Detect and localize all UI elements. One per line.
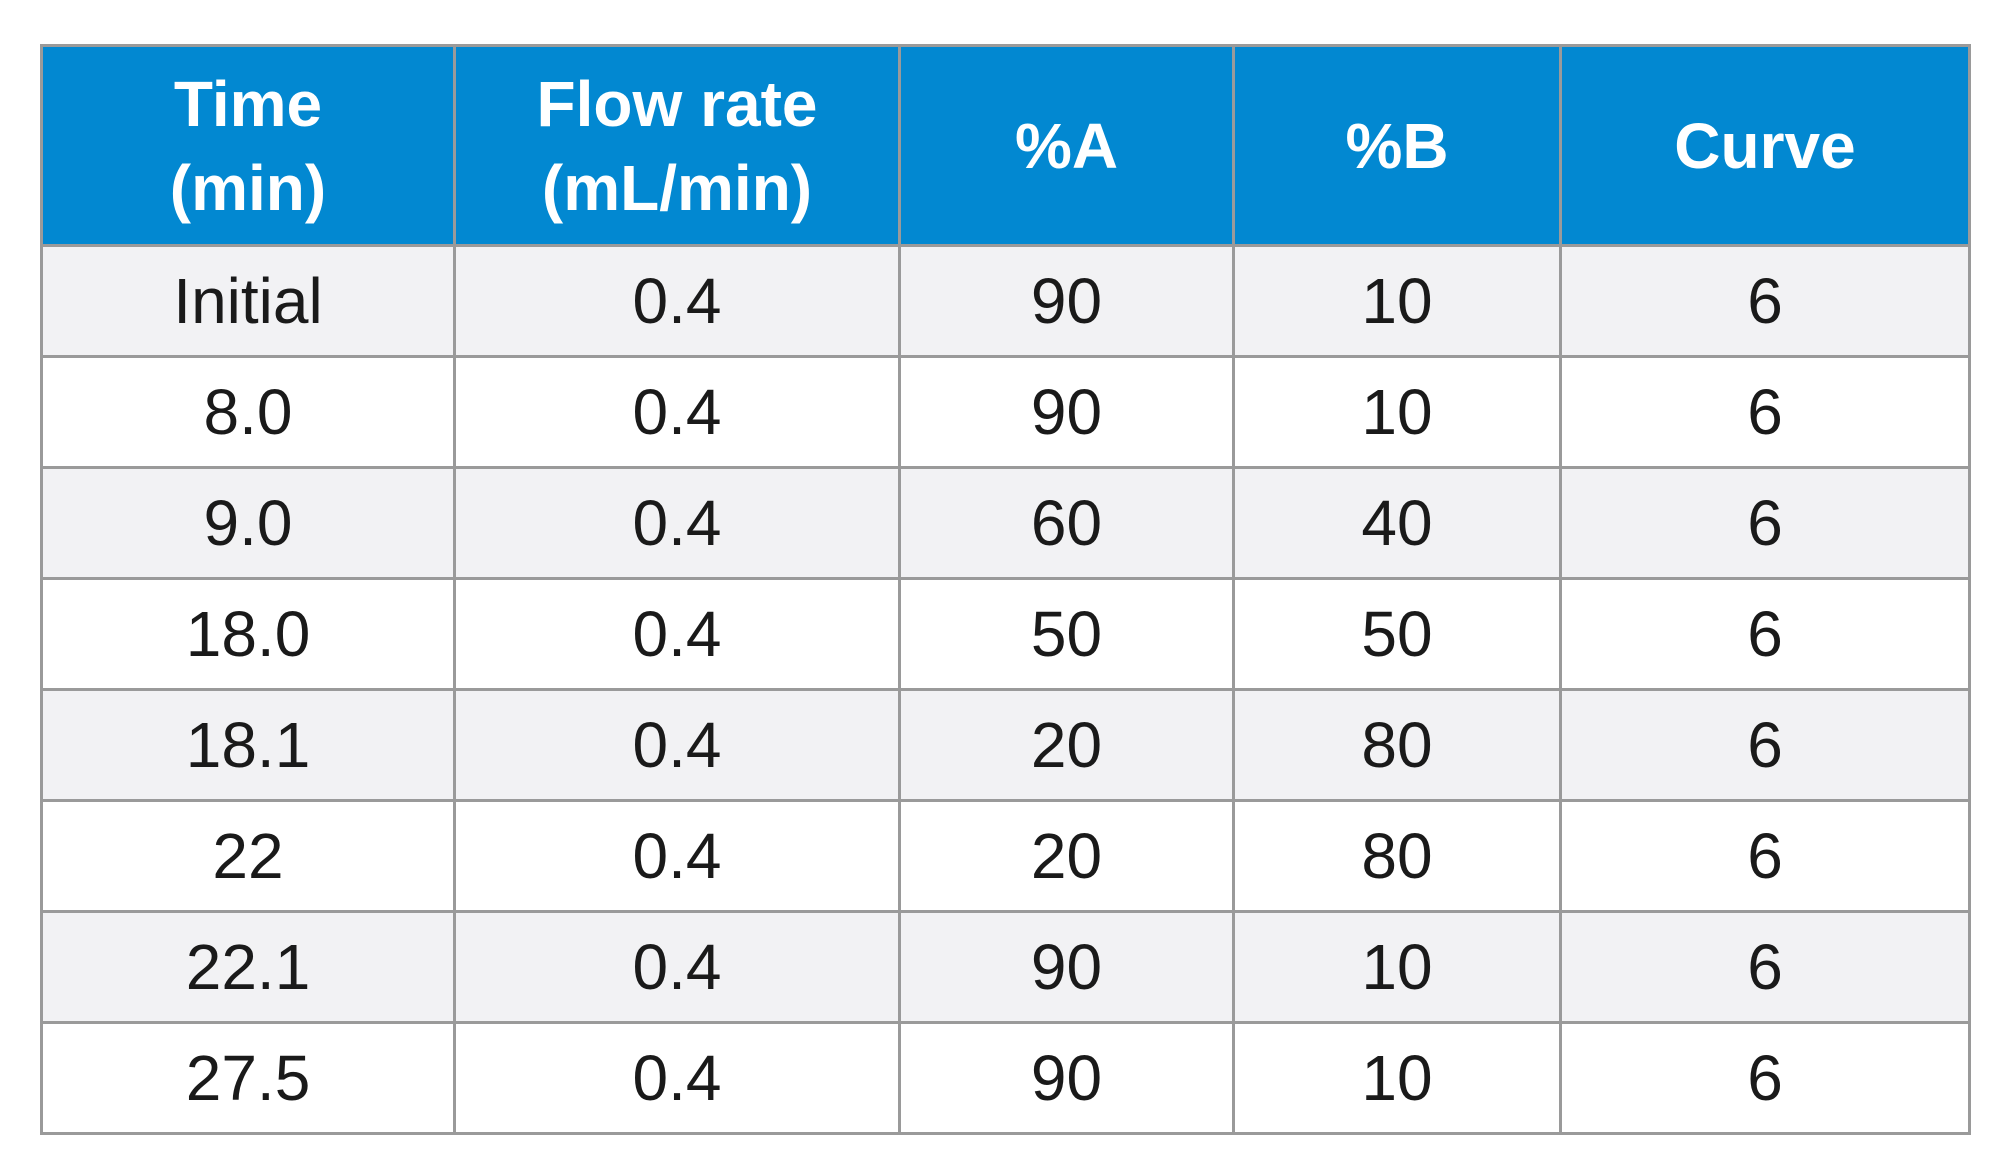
table-body: Initial 0.4 90 10 6 8.0 0.4 90 10 6 9.0 …: [40, 244, 1971, 1135]
cell-percent-b: 80: [1232, 688, 1562, 802]
table-row: Initial 0.4 90 10 6: [40, 244, 1971, 358]
cell-percent-b: 40: [1232, 466, 1562, 580]
table-header: Time (min) Flow rate (mL/min) %A %B Curv…: [40, 44, 1971, 247]
header-curve: Curve: [1559, 44, 1971, 247]
table-row: 18.0 0.4 50 50 6: [40, 577, 1971, 691]
cell-flow-rate: 0.4: [453, 577, 901, 691]
header-flow-rate-line2: (mL/min): [541, 151, 813, 224]
cell-curve: 6: [1559, 355, 1971, 469]
gradient-table: Time (min) Flow rate (mL/min) %A %B Curv…: [40, 44, 1971, 1135]
cell-curve: 6: [1559, 910, 1971, 1024]
table-row: 9.0 0.4 60 40 6: [40, 466, 1971, 580]
table-row: 18.1 0.4 20 80 6: [40, 688, 1971, 802]
header-row: Time (min) Flow rate (mL/min) %A %B Curv…: [40, 44, 1971, 247]
cell-curve: 6: [1559, 1021, 1971, 1135]
cell-percent-a: 20: [898, 799, 1235, 913]
cell-percent-a: 90: [898, 355, 1235, 469]
header-percent-b-label: %B: [1345, 109, 1449, 182]
cell-percent-a: 90: [898, 910, 1235, 1024]
cell-time: 22.1: [40, 910, 456, 1024]
table-row: 22.1 0.4 90 10 6: [40, 910, 1971, 1024]
cell-percent-b: 80: [1232, 799, 1562, 913]
cell-time: 18.0: [40, 577, 456, 691]
table-row: 22 0.4 20 80 6: [40, 799, 1971, 913]
cell-percent-b: 10: [1232, 244, 1562, 358]
cell-time: 18.1: [40, 688, 456, 802]
cell-time: 27.5: [40, 1021, 456, 1135]
header-time: Time (min): [40, 44, 456, 247]
header-percent-a-label: %A: [1014, 109, 1119, 182]
cell-percent-a: 90: [898, 1021, 1235, 1135]
cell-curve: 6: [1559, 688, 1971, 802]
cell-flow-rate: 0.4: [453, 910, 901, 1024]
cell-percent-b: 10: [1232, 1021, 1562, 1135]
cell-curve: 6: [1559, 799, 1971, 913]
cell-flow-rate: 0.4: [453, 1021, 901, 1135]
cell-percent-a: 50: [898, 577, 1235, 691]
cell-curve: 6: [1559, 466, 1971, 580]
cell-time: 22: [40, 799, 456, 913]
cell-time: 9.0: [40, 466, 456, 580]
table-row: 8.0 0.4 90 10 6: [40, 355, 1971, 469]
cell-flow-rate: 0.4: [453, 355, 901, 469]
cell-flow-rate: 0.4: [453, 466, 901, 580]
header-time-line2: (min): [169, 151, 327, 224]
cell-flow-rate: 0.4: [453, 244, 901, 358]
header-time-line1: Time: [173, 67, 323, 140]
header-percent-b: %B: [1232, 44, 1562, 247]
header-curve-label: Curve: [1674, 109, 1856, 182]
table-row: 27.5 0.4 90 10 6: [40, 1021, 1971, 1135]
cell-flow-rate: 0.4: [453, 688, 901, 802]
cell-percent-a: 20: [898, 688, 1235, 802]
cell-curve: 6: [1559, 577, 1971, 691]
cell-percent-a: 60: [898, 466, 1235, 580]
cell-percent-b: 50: [1232, 577, 1562, 691]
cell-time: Initial: [40, 244, 456, 358]
cell-time: 8.0: [40, 355, 456, 469]
cell-percent-b: 10: [1232, 910, 1562, 1024]
cell-percent-a: 90: [898, 244, 1235, 358]
header-flow-rate: Flow rate (mL/min): [453, 44, 901, 247]
header-flow-rate-line1: Flow rate: [536, 67, 818, 140]
cell-flow-rate: 0.4: [453, 799, 901, 913]
cell-percent-b: 10: [1232, 355, 1562, 469]
header-percent-a: %A: [898, 44, 1235, 247]
cell-curve: 6: [1559, 244, 1971, 358]
